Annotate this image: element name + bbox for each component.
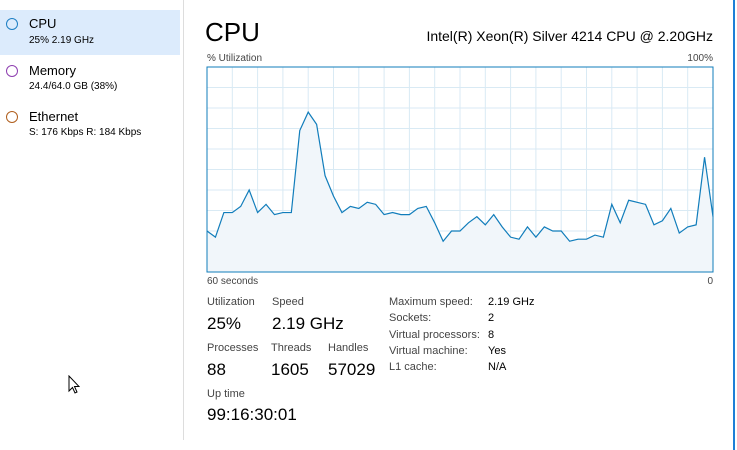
stat-value: 88 bbox=[207, 360, 226, 379]
side-name[interactable]: Ethernet bbox=[29, 109, 79, 124]
detail-value: 2.19 GHz bbox=[488, 296, 535, 308]
selected-row[interactable] bbox=[0, 10, 180, 55]
x-tick-label: 0 bbox=[707, 276, 713, 287]
stat-label: Speed bbox=[272, 296, 304, 308]
y-axis-label: % Utilization bbox=[207, 53, 262, 64]
stat-value: 99:16:30:01 bbox=[207, 405, 297, 424]
ethernet-icon bbox=[6, 111, 18, 123]
detail-label: Maximum speed: bbox=[389, 296, 473, 308]
stat-label: Utilization bbox=[207, 296, 255, 308]
side-detail: 24.4/64.0 GB (38%) bbox=[29, 81, 118, 92]
stat-value: 25% bbox=[207, 314, 242, 333]
x-tick-label: 60 seconds bbox=[207, 276, 258, 287]
detail-value: Yes bbox=[488, 344, 506, 357]
cpu-line bbox=[206, 110, 714, 243]
graph-border bbox=[206, 66, 714, 273]
stat-label: Handles bbox=[328, 342, 369, 354]
detail-value: 8 bbox=[488, 328, 495, 341]
window-edge bbox=[733, 0, 735, 450]
detail-label: Virtual processors: bbox=[389, 328, 480, 341]
detail-value: N/A bbox=[488, 361, 507, 374]
side-detail: S: 176 Kbps R: 184 Kbps bbox=[29, 127, 142, 138]
y-tick-label: 100% bbox=[687, 53, 713, 64]
stat-label: Threads bbox=[271, 342, 312, 354]
area bbox=[207, 112, 713, 272]
stat-value: 2.19 GHz bbox=[272, 314, 344, 333]
side-name[interactable]: CPU bbox=[29, 16, 57, 31]
memory-icon bbox=[6, 65, 18, 77]
detail-value: 2 bbox=[488, 312, 495, 325]
detail-label: Virtual machine: bbox=[389, 344, 468, 357]
cpu-graph: % Utilization 100% 60 seconds 0 bbox=[206, 53, 714, 287]
cpu-model: Intel(R) Xeon(R) Silver 4214 CPU @ 2.20G… bbox=[426, 28, 713, 44]
side-name[interactable]: Memory bbox=[29, 63, 76, 78]
mouse-cursor bbox=[68, 375, 80, 394]
stat-value: 57029 bbox=[328, 360, 376, 379]
page-title: CPU bbox=[205, 17, 260, 47]
stat-label: Processes bbox=[207, 342, 259, 354]
cpu-icon bbox=[6, 18, 18, 30]
side-detail: 25% 2.19 GHz bbox=[29, 35, 95, 46]
stat-value: 1605 bbox=[271, 360, 309, 379]
stat-label: Up time bbox=[207, 388, 245, 400]
detail-label: Sockets: bbox=[389, 312, 432, 325]
detail-label: L1 cache: bbox=[389, 361, 437, 374]
separator bbox=[183, 0, 184, 440]
